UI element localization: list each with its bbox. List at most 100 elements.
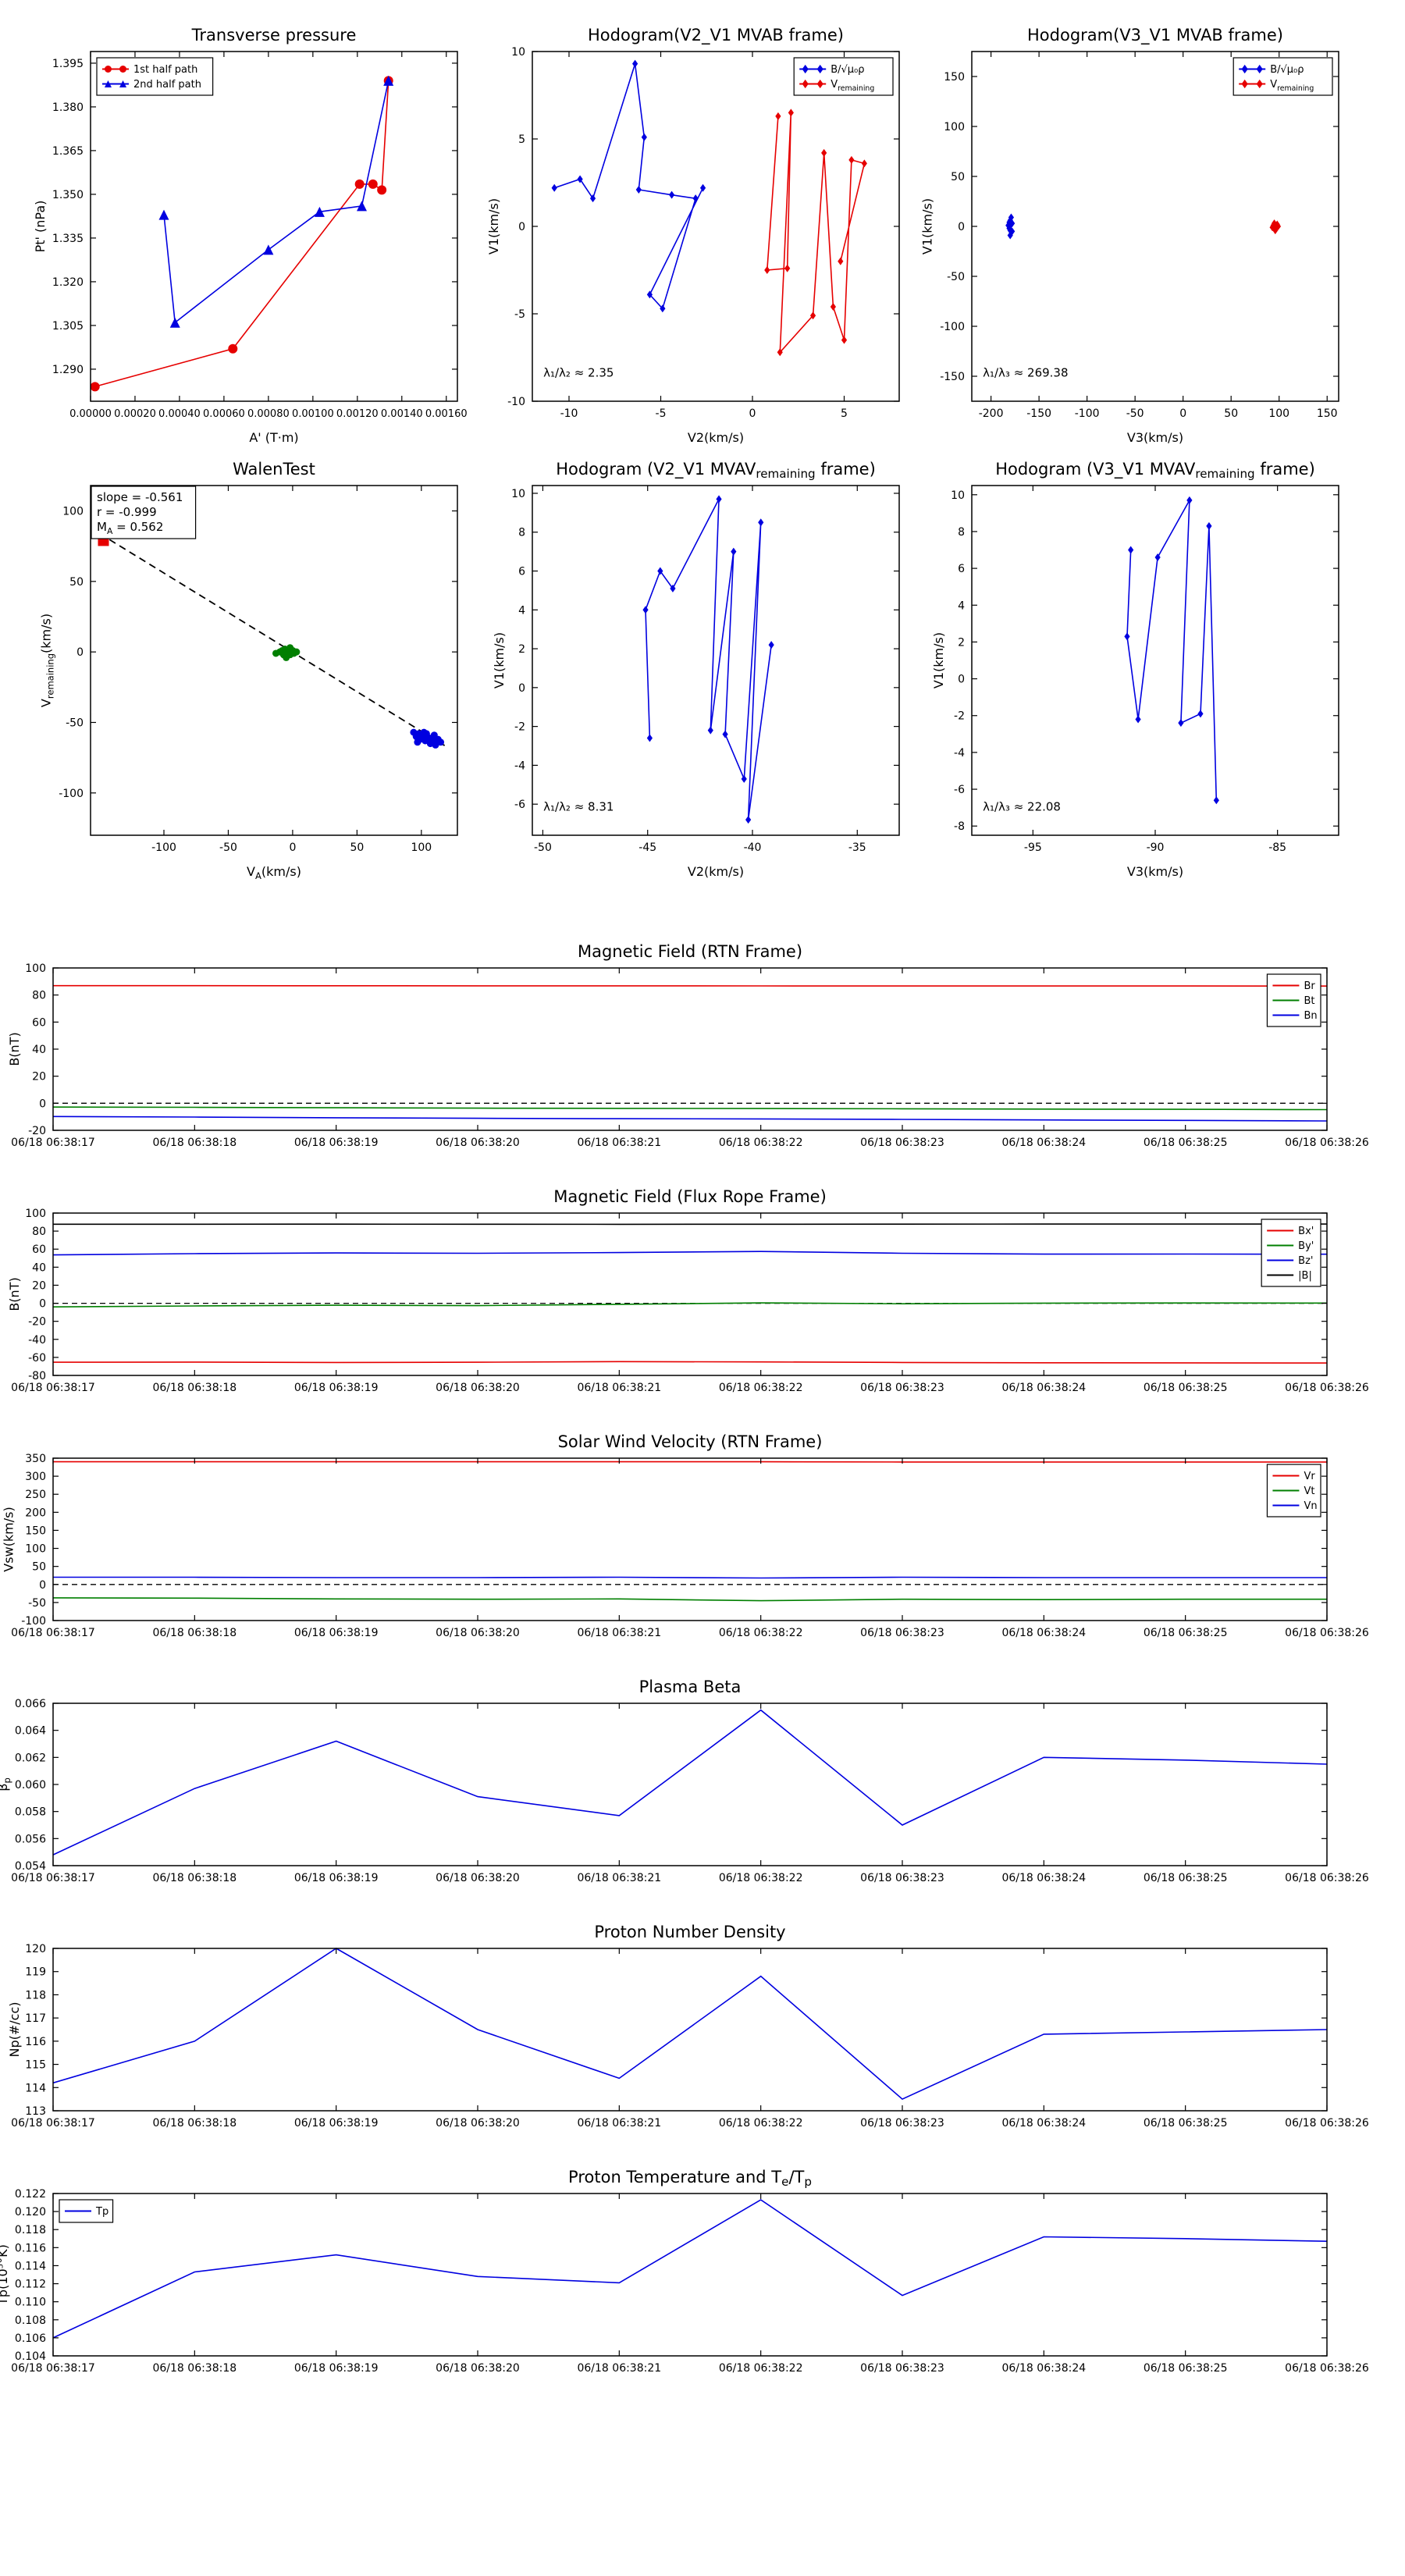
chart-canvas-walen-test: -100 -50 0 50 100 -100 -50 0 50 100 WalenTest VA(km… bbox=[38, 460, 458, 881]
svg-text:50: 50 bbox=[951, 171, 965, 183]
svg-text:06/18 06:38:17: 06/18 06:38:17 bbox=[11, 1872, 95, 1884]
svg-text:-85: -85 bbox=[1268, 841, 1286, 854]
svg-text:06/18 06:38:25: 06/18 06:38:25 bbox=[1144, 1137, 1228, 1149]
svg-text:0.062: 0.062 bbox=[15, 1752, 46, 1764]
svg-text:06/18 06:38:17: 06/18 06:38:17 bbox=[11, 1382, 95, 1394]
svg-text:06/18 06:38:22: 06/18 06:38:22 bbox=[719, 2117, 803, 2129]
svg-text:50: 50 bbox=[32, 1561, 46, 1574]
svg-text:06/18 06:38:26: 06/18 06:38:26 bbox=[1285, 2362, 1369, 2375]
svg-text:0.116: 0.116 bbox=[15, 2242, 46, 2254]
svg-text:0.054: 0.054 bbox=[15, 1860, 46, 1873]
svg-text:06/18 06:38:22: 06/18 06:38:22 bbox=[719, 1137, 803, 1149]
svg-text:V2(km/s): V2(km/s) bbox=[688, 430, 744, 445]
svg-text:117: 117 bbox=[25, 2012, 46, 2025]
svg-text:06/18 06:38:18: 06/18 06:38:18 bbox=[152, 1137, 237, 1149]
svg-text:06/18 06:38:22: 06/18 06:38:22 bbox=[719, 1382, 803, 1394]
svg-text:06/18 06:38:24: 06/18 06:38:24 bbox=[1001, 2362, 1086, 2375]
svg-text:06/18 06:38:24: 06/18 06:38:24 bbox=[1001, 1382, 1086, 1394]
svg-text:50: 50 bbox=[69, 576, 84, 589]
chart-canvas-hodogram-v3v1-mvav: -95 -90 -85 -8 -6 -4 -2 0 2 4 6 8 10 Hodogram (V3_V1 … bbox=[931, 460, 1339, 879]
svg-text:06/18 06:38:21: 06/18 06:38:21 bbox=[577, 2362, 661, 2375]
svg-text:Tp(10⁵°K): Tp(10⁵°K) bbox=[0, 2244, 10, 2306]
svg-text:Hodogram (V2_V1 MVAVremaining: Hodogram (V2_V1 MVAVremaining frame) bbox=[556, 460, 876, 481]
svg-text:-35: -35 bbox=[848, 841, 866, 854]
plot-magnetic-field-fluxrope: 06/18 06:38:17 06/18 06:38:18 06/18 06:38:… bbox=[7, 1187, 1369, 1394]
svg-text:100: 100 bbox=[25, 1208, 46, 1220]
plot-magnetic-field-rtn: 06/18 06:38:17 06/18 06:38:18 06/18 06:38:… bbox=[7, 942, 1369, 1149]
svg-text:06/18 06:38:18: 06/18 06:38:18 bbox=[152, 2362, 237, 2375]
svg-text:06/18 06:38:23: 06/18 06:38:23 bbox=[860, 1382, 944, 1394]
svg-text:06/18 06:38:26: 06/18 06:38:26 bbox=[1285, 1872, 1369, 1884]
svg-text:0.00100: 0.00100 bbox=[292, 408, 334, 420]
svg-text:40: 40 bbox=[32, 1261, 46, 1274]
svg-text:20: 20 bbox=[32, 1279, 46, 1292]
svg-text:06/18 06:38:23: 06/18 06:38:23 bbox=[860, 1627, 944, 1639]
svg-text:06/18 06:38:25: 06/18 06:38:25 bbox=[1144, 2362, 1228, 2375]
svg-text:λ₁/λ₂ ≈ 8.31: λ₁/λ₂ ≈ 8.31 bbox=[543, 800, 614, 814]
svg-text:06/18 06:38:19: 06/18 06:38:19 bbox=[294, 1137, 379, 1149]
svg-text:V2(km/s): V2(km/s) bbox=[688, 864, 744, 879]
svg-text:06/18 06:38:24: 06/18 06:38:24 bbox=[1001, 1627, 1086, 1639]
svg-text:06/18 06:38:20: 06/18 06:38:20 bbox=[436, 2117, 520, 2129]
svg-text:80: 80 bbox=[32, 990, 46, 1002]
svg-text:2: 2 bbox=[958, 636, 965, 649]
chart-canvas-mag-fluxrope: 06/18 06:38:17 06/18 06:38:18 06/18 06:38:… bbox=[7, 1187, 1369, 1394]
svg-text:MA = 0.562: MA = 0.562 bbox=[97, 520, 163, 536]
chart-canvas-plasma-beta: 06/18 06:38:17 06/18 06:38:18 06/18 06:38:… bbox=[0, 1678, 1369, 1884]
svg-text:-95: -95 bbox=[1024, 841, 1042, 854]
svg-text:06/18 06:38:26: 06/18 06:38:26 bbox=[1285, 1627, 1369, 1639]
svg-text:6: 6 bbox=[958, 563, 965, 575]
svg-text:06/18 06:38:21: 06/18 06:38:21 bbox=[577, 1137, 661, 1149]
svg-text:50: 50 bbox=[350, 841, 364, 854]
svg-text:06/18 06:38:25: 06/18 06:38:25 bbox=[1144, 2117, 1228, 2129]
svg-text:06/18 06:38:24: 06/18 06:38:24 bbox=[1001, 1872, 1086, 1884]
svg-text:350: 350 bbox=[25, 1453, 46, 1465]
svg-text:0: 0 bbox=[39, 1579, 46, 1592]
svg-text:Proton Temperature and Te/Tp: Proton Temperature and Te/Tp bbox=[568, 2168, 812, 2189]
svg-text:1.320: 1.320 bbox=[52, 276, 84, 289]
svg-text:V3(km/s): V3(km/s) bbox=[1127, 430, 1183, 445]
svg-text:06/18 06:38:25: 06/18 06:38:25 bbox=[1144, 1382, 1228, 1394]
svg-text:-50: -50 bbox=[947, 271, 965, 283]
svg-text:06/18 06:38:20: 06/18 06:38:20 bbox=[436, 1382, 520, 1394]
svg-text:06/18 06:38:22: 06/18 06:38:22 bbox=[719, 2362, 803, 2375]
svg-text:0: 0 bbox=[749, 407, 756, 420]
svg-text:150: 150 bbox=[944, 71, 965, 84]
chart-canvas-hodogram-v2v1-mvav: -50 -45 -40 -35 -6 -4 -2 0 2 4 6 8 10 Hodogram (V2_V1… bbox=[492, 460, 900, 879]
svg-text:-100: -100 bbox=[59, 788, 84, 800]
svg-text:0: 0 bbox=[958, 221, 965, 233]
svg-text:06/18 06:38:17: 06/18 06:38:17 bbox=[11, 2362, 95, 2375]
svg-text:150: 150 bbox=[1317, 407, 1338, 420]
svg-text:1.380: 1.380 bbox=[52, 101, 84, 114]
svg-text:0.122: 0.122 bbox=[15, 2188, 46, 2201]
svg-text:Bx': Bx' bbox=[1298, 1226, 1314, 1237]
svg-text:1.350: 1.350 bbox=[52, 189, 84, 201]
chart-canvas-hodogram-v2v1-mvab: -10 -5 0 5 -10 -5 0 5 10 Hodogram(V2_V1 MVAB fram… bbox=[486, 26, 900, 445]
svg-text:Proton Number Density: Proton Number Density bbox=[594, 1923, 785, 1941]
svg-text:06/18 06:38:24: 06/18 06:38:24 bbox=[1001, 2117, 1086, 2129]
svg-text:V1(km/s): V1(km/s) bbox=[486, 198, 501, 254]
svg-text:06/18 06:38:19: 06/18 06:38:19 bbox=[294, 1872, 379, 1884]
svg-text:1.365: 1.365 bbox=[52, 145, 84, 158]
svg-text:-200: -200 bbox=[979, 407, 1004, 420]
svg-text:-150: -150 bbox=[940, 371, 965, 383]
svg-text:8: 8 bbox=[958, 526, 965, 539]
svg-text:80: 80 bbox=[32, 1226, 46, 1238]
svg-text:-100: -100 bbox=[1075, 407, 1100, 420]
svg-text:0.00000: 0.00000 bbox=[69, 408, 112, 420]
svg-text:06/18 06:38:20: 06/18 06:38:20 bbox=[436, 2362, 520, 2375]
svg-text:-2: -2 bbox=[514, 721, 525, 734]
svg-text:06/18 06:38:21: 06/18 06:38:21 bbox=[577, 1627, 661, 1639]
svg-text:-2: -2 bbox=[954, 710, 965, 723]
svg-text:06/18 06:38:25: 06/18 06:38:25 bbox=[1144, 1627, 1228, 1639]
svg-text:-50: -50 bbox=[1126, 407, 1144, 420]
svg-text:βp: βp bbox=[0, 1777, 12, 1791]
svg-text:Tp: Tp bbox=[95, 2206, 108, 2218]
svg-text:By': By' bbox=[1298, 1240, 1314, 1252]
svg-text:100: 100 bbox=[411, 841, 432, 854]
svg-text:-100: -100 bbox=[940, 321, 965, 333]
svg-text:113: 113 bbox=[25, 2105, 46, 2118]
svg-text:06/18 06:38:18: 06/18 06:38:18 bbox=[152, 2117, 237, 2129]
chart-canvas-proton-density: 06/18 06:38:17 06/18 06:38:18 06/18 06:38:… bbox=[7, 1923, 1369, 2129]
